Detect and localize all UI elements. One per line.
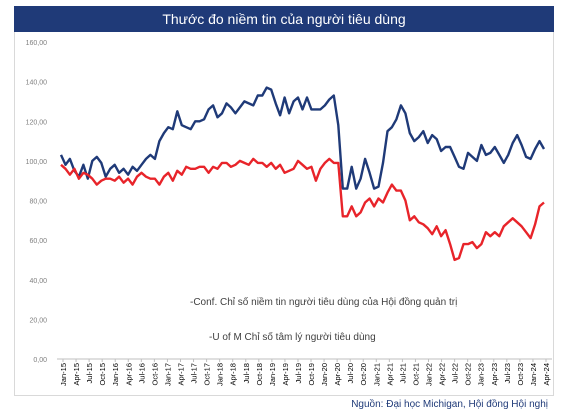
x-tick-label: Jul-17 — [190, 363, 199, 383]
x-tick-label: Jul-21 — [398, 363, 407, 383]
x-tick-label: Oct-17 — [203, 363, 212, 386]
x-tick-label: Oct-15 — [98, 363, 107, 386]
x-tick-label: Jan-18 — [216, 363, 225, 386]
x-tick-label: Jul-20 — [346, 363, 355, 383]
y-tick-label: 140,00 — [26, 80, 48, 87]
y-tick-label: 0,00 — [33, 357, 47, 364]
x-tick-label: Apr-19 — [281, 363, 290, 386]
source-note: Nguồn: Đại học Michigan, Hội đồng Hội ng… — [351, 399, 548, 410]
x-tick-label: Jan-20 — [320, 363, 329, 386]
x-tick-label: Jan-19 — [268, 363, 277, 386]
series-line-conference-board — [59, 86, 546, 190]
x-tick-label: Apr-15 — [72, 363, 81, 386]
series-layer — [59, 86, 546, 262]
x-tick-label: Apr-20 — [333, 363, 342, 386]
x-tick-label: Apr-16 — [124, 363, 133, 386]
x-tick-label: Apr-23 — [490, 363, 499, 386]
series-line-u-of-m — [60, 157, 545, 262]
axes: 0,00 20,00 40,00 60,00 80,00 100,00 120,00 140,… — [26, 40, 552, 386]
x-tick-label: Jul-16 — [137, 363, 146, 383]
x-tick-label: Jan-21 — [372, 363, 381, 386]
x-tick-label: Jul-22 — [451, 363, 460, 383]
x-tick-label: Apr-18 — [229, 363, 238, 386]
legend: -Conf. Chỉ số niềm tin người tiêu dùng c… — [190, 296, 457, 343]
x-tick-label: Jul-15 — [85, 363, 94, 383]
y-tick-label: 20,00 — [29, 317, 47, 324]
x-tick-label: Jan-16 — [111, 363, 120, 386]
x-tick-label: Apr-21 — [385, 363, 394, 386]
x-tick-label: Oct-16 — [150, 363, 159, 386]
x-tick-label: Jul-19 — [294, 363, 303, 383]
x-tick-label: Jul-23 — [503, 363, 512, 383]
y-tick-label: 40,00 — [29, 278, 47, 285]
x-tick-label: Jul-18 — [242, 363, 251, 383]
x-tick-label: Jan-17 — [163, 363, 172, 386]
chart-title: Thước đo niềm tin của người tiêu dùng — [14, 6, 554, 32]
x-tick-label: Oct-19 — [307, 363, 316, 386]
x-tick-label: Oct-23 — [516, 363, 525, 386]
x-tick-label: Apr-22 — [438, 363, 447, 386]
legend-entry: -Conf. Chỉ số niềm tin người tiêu dùng c… — [190, 296, 457, 308]
x-tick-label: Oct-22 — [464, 363, 473, 386]
legend-entry: -U of M Chỉ số tâm lý người tiêu dùng — [209, 331, 376, 343]
x-tick-label: Jan-23 — [477, 363, 486, 386]
y-tick-label: 60,00 — [29, 238, 47, 245]
chart-frame — [14, 6, 554, 396]
x-tick-label: Jan-24 — [529, 363, 538, 386]
y-tick-label: 160,00 — [26, 40, 48, 47]
x-tick-label: Oct-20 — [359, 363, 368, 386]
x-tick-label: Oct-21 — [411, 363, 420, 386]
x-tick-label: Oct-18 — [255, 363, 264, 386]
x-tick-label: Jan-22 — [425, 363, 434, 386]
x-tick-label: Apr-24 — [542, 363, 551, 386]
y-tick-label: 120,00 — [26, 119, 48, 126]
y-tick-label: 100,00 — [26, 159, 48, 166]
x-tick-label: Apr-17 — [176, 363, 185, 386]
x-tick-label: Jan-15 — [59, 363, 68, 386]
y-tick-label: 80,00 — [29, 199, 47, 206]
